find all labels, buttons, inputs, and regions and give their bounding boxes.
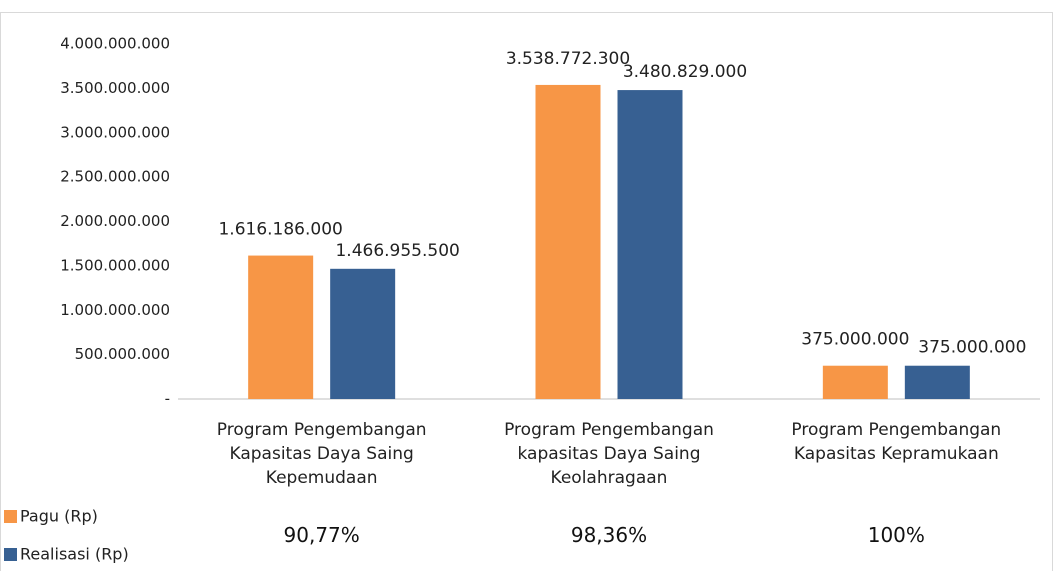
data-label: 3.538.772.300 <box>506 49 630 69</box>
data-label: 375.000.000 <box>918 338 1026 358</box>
bar <box>535 84 601 399</box>
y-tick-label: 4.000.000.000 <box>60 35 170 53</box>
y-tick-label: 2.000.000.000 <box>60 212 170 230</box>
bar <box>617 90 683 400</box>
legend-swatch <box>4 548 17 561</box>
bar <box>248 255 314 399</box>
y-tick-label: 1.500.000.000 <box>60 256 170 274</box>
legend-label: Realisasi (Rp) <box>20 545 129 564</box>
x-tick-label: Program Pengembangan kapasitas Daya Sain… <box>504 420 714 488</box>
bar <box>330 268 396 399</box>
legend-label: Pagu (Rp) <box>20 507 98 526</box>
annotation: 98,36% <box>570 523 648 547</box>
data-label: 1.616.186.000 <box>218 220 342 240</box>
y-tick-label: 500.000.000 <box>75 345 170 363</box>
y-tick-label: 3.500.000.000 <box>60 79 170 97</box>
y-tick-label: - <box>165 390 170 408</box>
x-tick-label: Program Pengembangan Kapasitas Kepramuka… <box>791 420 1002 464</box>
y-tick-label: 2.500.000.000 <box>60 168 170 186</box>
annotation: 90,77% <box>283 523 360 547</box>
chart-border <box>0 12 1053 571</box>
x-tick-label: Program Pengembangan Kapasitas Daya Sain… <box>216 420 427 488</box>
data-label: 375.000.000 <box>801 330 909 350</box>
y-tick-label: 1.000.000.000 <box>60 301 170 319</box>
data-label: 1.466.955.500 <box>335 241 459 261</box>
annotation: 100% <box>867 523 925 547</box>
data-label: 3.480.829.000 <box>623 62 747 82</box>
bar <box>822 365 888 399</box>
legend-swatch <box>4 510 17 523</box>
y-tick-label: 3.000.000.000 <box>60 123 170 141</box>
bar <box>904 365 970 399</box>
